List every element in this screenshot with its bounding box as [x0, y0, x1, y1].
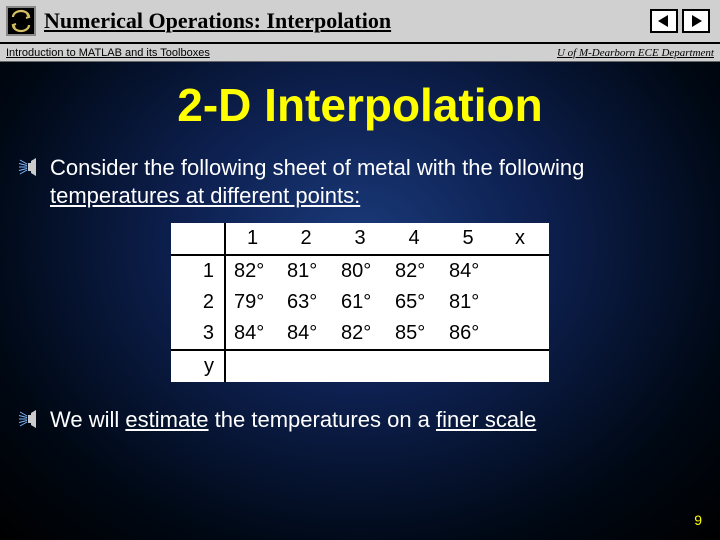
subtitle-right: U of M-Dearborn ECE Department	[557, 47, 714, 59]
bullet-1-pre: Consider the following sheet of metal wi…	[50, 155, 584, 180]
row-h-2: 2	[171, 287, 225, 318]
col-h-5: 5	[441, 223, 495, 255]
b2-mid: the temperatures on a	[209, 407, 436, 432]
x-axis-label: x	[495, 223, 549, 255]
cell: 85°	[387, 318, 441, 350]
logo-icon	[6, 6, 36, 36]
temperature-table: 1 2 3 4 5 x 1 82° 81° 80° 82° 84° 2 79° …	[171, 223, 549, 382]
cell: 82°	[387, 255, 441, 287]
sound-icon	[18, 409, 44, 429]
cell-pad	[495, 318, 549, 350]
table-col-header-row: 1 2 3 4 5 x	[171, 223, 549, 255]
cell-pad	[495, 255, 549, 287]
row-h-3: 3	[171, 318, 225, 350]
next-button[interactable]	[682, 9, 710, 33]
bullet-2: We will estimate the temperatures on a f…	[0, 406, 720, 434]
y-label-row: y	[171, 350, 549, 382]
cell-pad	[225, 350, 549, 382]
cell-pad	[495, 287, 549, 318]
y-axis-label: y	[171, 350, 225, 382]
cell: 65°	[387, 287, 441, 318]
subtitle-left: Introduction to MATLAB and its Toolboxes	[6, 47, 557, 59]
table-container: 1 2 3 4 5 x 1 82° 81° 80° 82° 84° 2 79° …	[0, 223, 720, 382]
b2-u1: estimate	[125, 407, 208, 432]
slide-title: 2-D Interpolation	[0, 78, 720, 132]
b2-pre: We will	[50, 407, 125, 432]
cell: 82°	[225, 255, 279, 287]
bullet-2-text: We will estimate the temperatures on a f…	[50, 406, 536, 434]
cell: 84°	[279, 318, 333, 350]
cell: 84°	[225, 318, 279, 350]
sub-header: Introduction to MATLAB and its Toolboxes…	[0, 44, 720, 62]
col-h-1: 1	[225, 223, 279, 255]
cell: 84°	[441, 255, 495, 287]
cell: 61°	[333, 287, 387, 318]
cell: 86°	[441, 318, 495, 350]
b2-u2: finer scale	[436, 407, 536, 432]
header-bar: Numerical Operations: Interpolation	[0, 0, 720, 44]
cell: 81°	[279, 255, 333, 287]
bullet-1-text: Consider the following sheet of metal wi…	[50, 154, 690, 209]
col-h-3: 3	[333, 223, 387, 255]
cell: 81°	[441, 287, 495, 318]
cell: 79°	[225, 287, 279, 318]
table-corner	[171, 223, 225, 255]
nav-arrows	[650, 9, 710, 33]
table-row: 2 79° 63° 61° 65° 81°	[171, 287, 549, 318]
col-h-4: 4	[387, 223, 441, 255]
page-number: 9	[694, 512, 702, 528]
cell: 80°	[333, 255, 387, 287]
table-row: 3 84° 84° 82° 85° 86°	[171, 318, 549, 350]
table-row: 1 82° 81° 80° 82° 84°	[171, 255, 549, 287]
col-h-2: 2	[279, 223, 333, 255]
bullet-1-u: temperatures at different points:	[50, 183, 360, 208]
row-h-1: 1	[171, 255, 225, 287]
header-title: Numerical Operations: Interpolation	[44, 8, 650, 34]
cell: 63°	[279, 287, 333, 318]
sound-icon	[18, 157, 44, 177]
prev-button[interactable]	[650, 9, 678, 33]
cell: 82°	[333, 318, 387, 350]
bullet-1: Consider the following sheet of metal wi…	[0, 154, 720, 209]
